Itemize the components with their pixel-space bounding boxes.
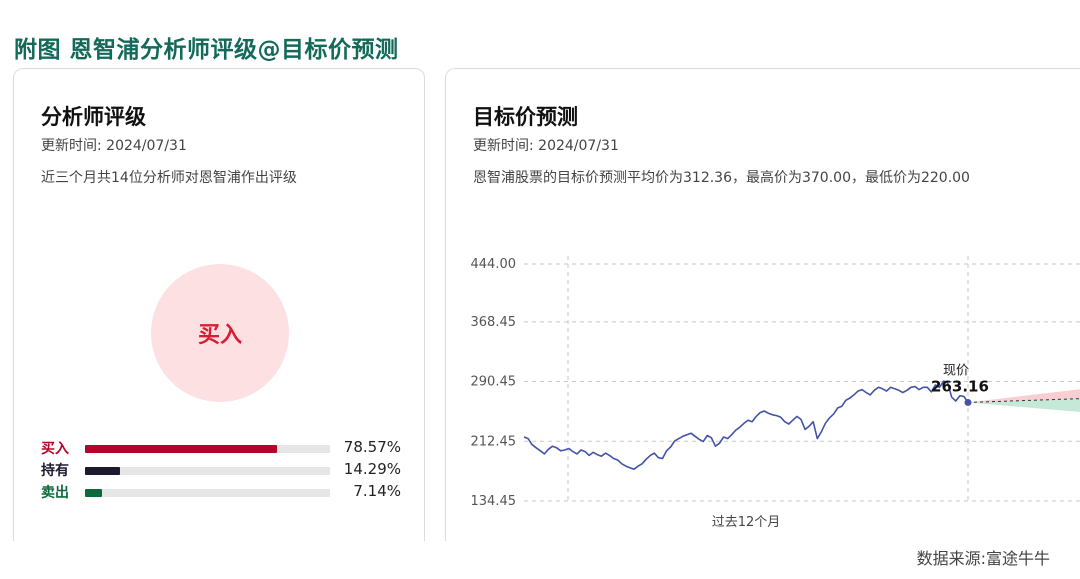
x-axis-label: 过去12个月	[712, 515, 781, 530]
y-tick-label: 134.45	[471, 494, 517, 509]
y-tick-label: 444.00	[471, 257, 517, 272]
current-price-point	[964, 398, 972, 406]
target-updated-time: 更新时间: 2024/07/31	[473, 138, 619, 154]
rating-pct-sell: 7.14%	[353, 482, 401, 500]
rating-label-buy: 买入	[41, 441, 69, 457]
rating-track-buy	[85, 445, 330, 453]
bottom-strip	[0, 541, 1080, 579]
rating-bar-sell	[85, 489, 103, 497]
figure-title: 附图 恩智浦分析师评级@目标价预测	[14, 37, 399, 63]
rating-label-hold: 持有	[41, 463, 69, 479]
rating-row-sell: 卖出 7.14%	[41, 482, 401, 502]
rating-label-sell: 卖出	[41, 485, 69, 501]
rating-bar-hold	[85, 467, 120, 475]
rating-updated-time: 更新时间: 2024/07/31	[41, 138, 187, 154]
rating-row-hold: 持有 14.29%	[41, 460, 401, 480]
current-price-caption: 现价	[943, 363, 969, 378]
consensus-rating-circle: 买入	[151, 264, 289, 402]
y-tick-label: 368.45	[471, 315, 517, 330]
rating-track-hold	[85, 467, 330, 475]
analyst-rating-card: 分析师评级 更新时间: 2024/07/31 近三个月共14位分析师对恩智浦作出…	[13, 68, 425, 568]
y-tick-label: 212.45	[471, 434, 517, 449]
rating-bar-buy	[85, 445, 278, 453]
consensus-rating-label: 买入	[197, 323, 242, 348]
rating-pct-hold: 14.29%	[343, 460, 401, 478]
target-price-card: 目标价预测 更新时间: 2024/07/31 恩智浦股票的目标价预测平均价为31…	[445, 68, 1080, 568]
data-source: 数据来源:富途牛牛	[916, 549, 1050, 568]
rating-pct-buy: 78.57%	[343, 438, 401, 456]
forecast-lower-band	[968, 398, 1080, 412]
rating-track-sell	[85, 489, 330, 497]
rating-card-title: 分析师评级	[41, 105, 146, 129]
rating-summary: 近三个月共14位分析师对恩智浦作出评级	[41, 170, 297, 186]
target-summary: 恩智浦股票的目标价预测平均价为312.36，最高价为370.00，最低价为220…	[473, 170, 970, 186]
current-price-value: 263.16	[931, 377, 989, 395]
y-tick-label: 290.45	[471, 375, 517, 390]
rating-row-buy: 买入 78.57%	[41, 438, 401, 458]
price-line	[523, 380, 969, 470]
forecast-average-line	[967, 398, 1080, 403]
target-card-title: 目标价预测	[473, 105, 578, 129]
